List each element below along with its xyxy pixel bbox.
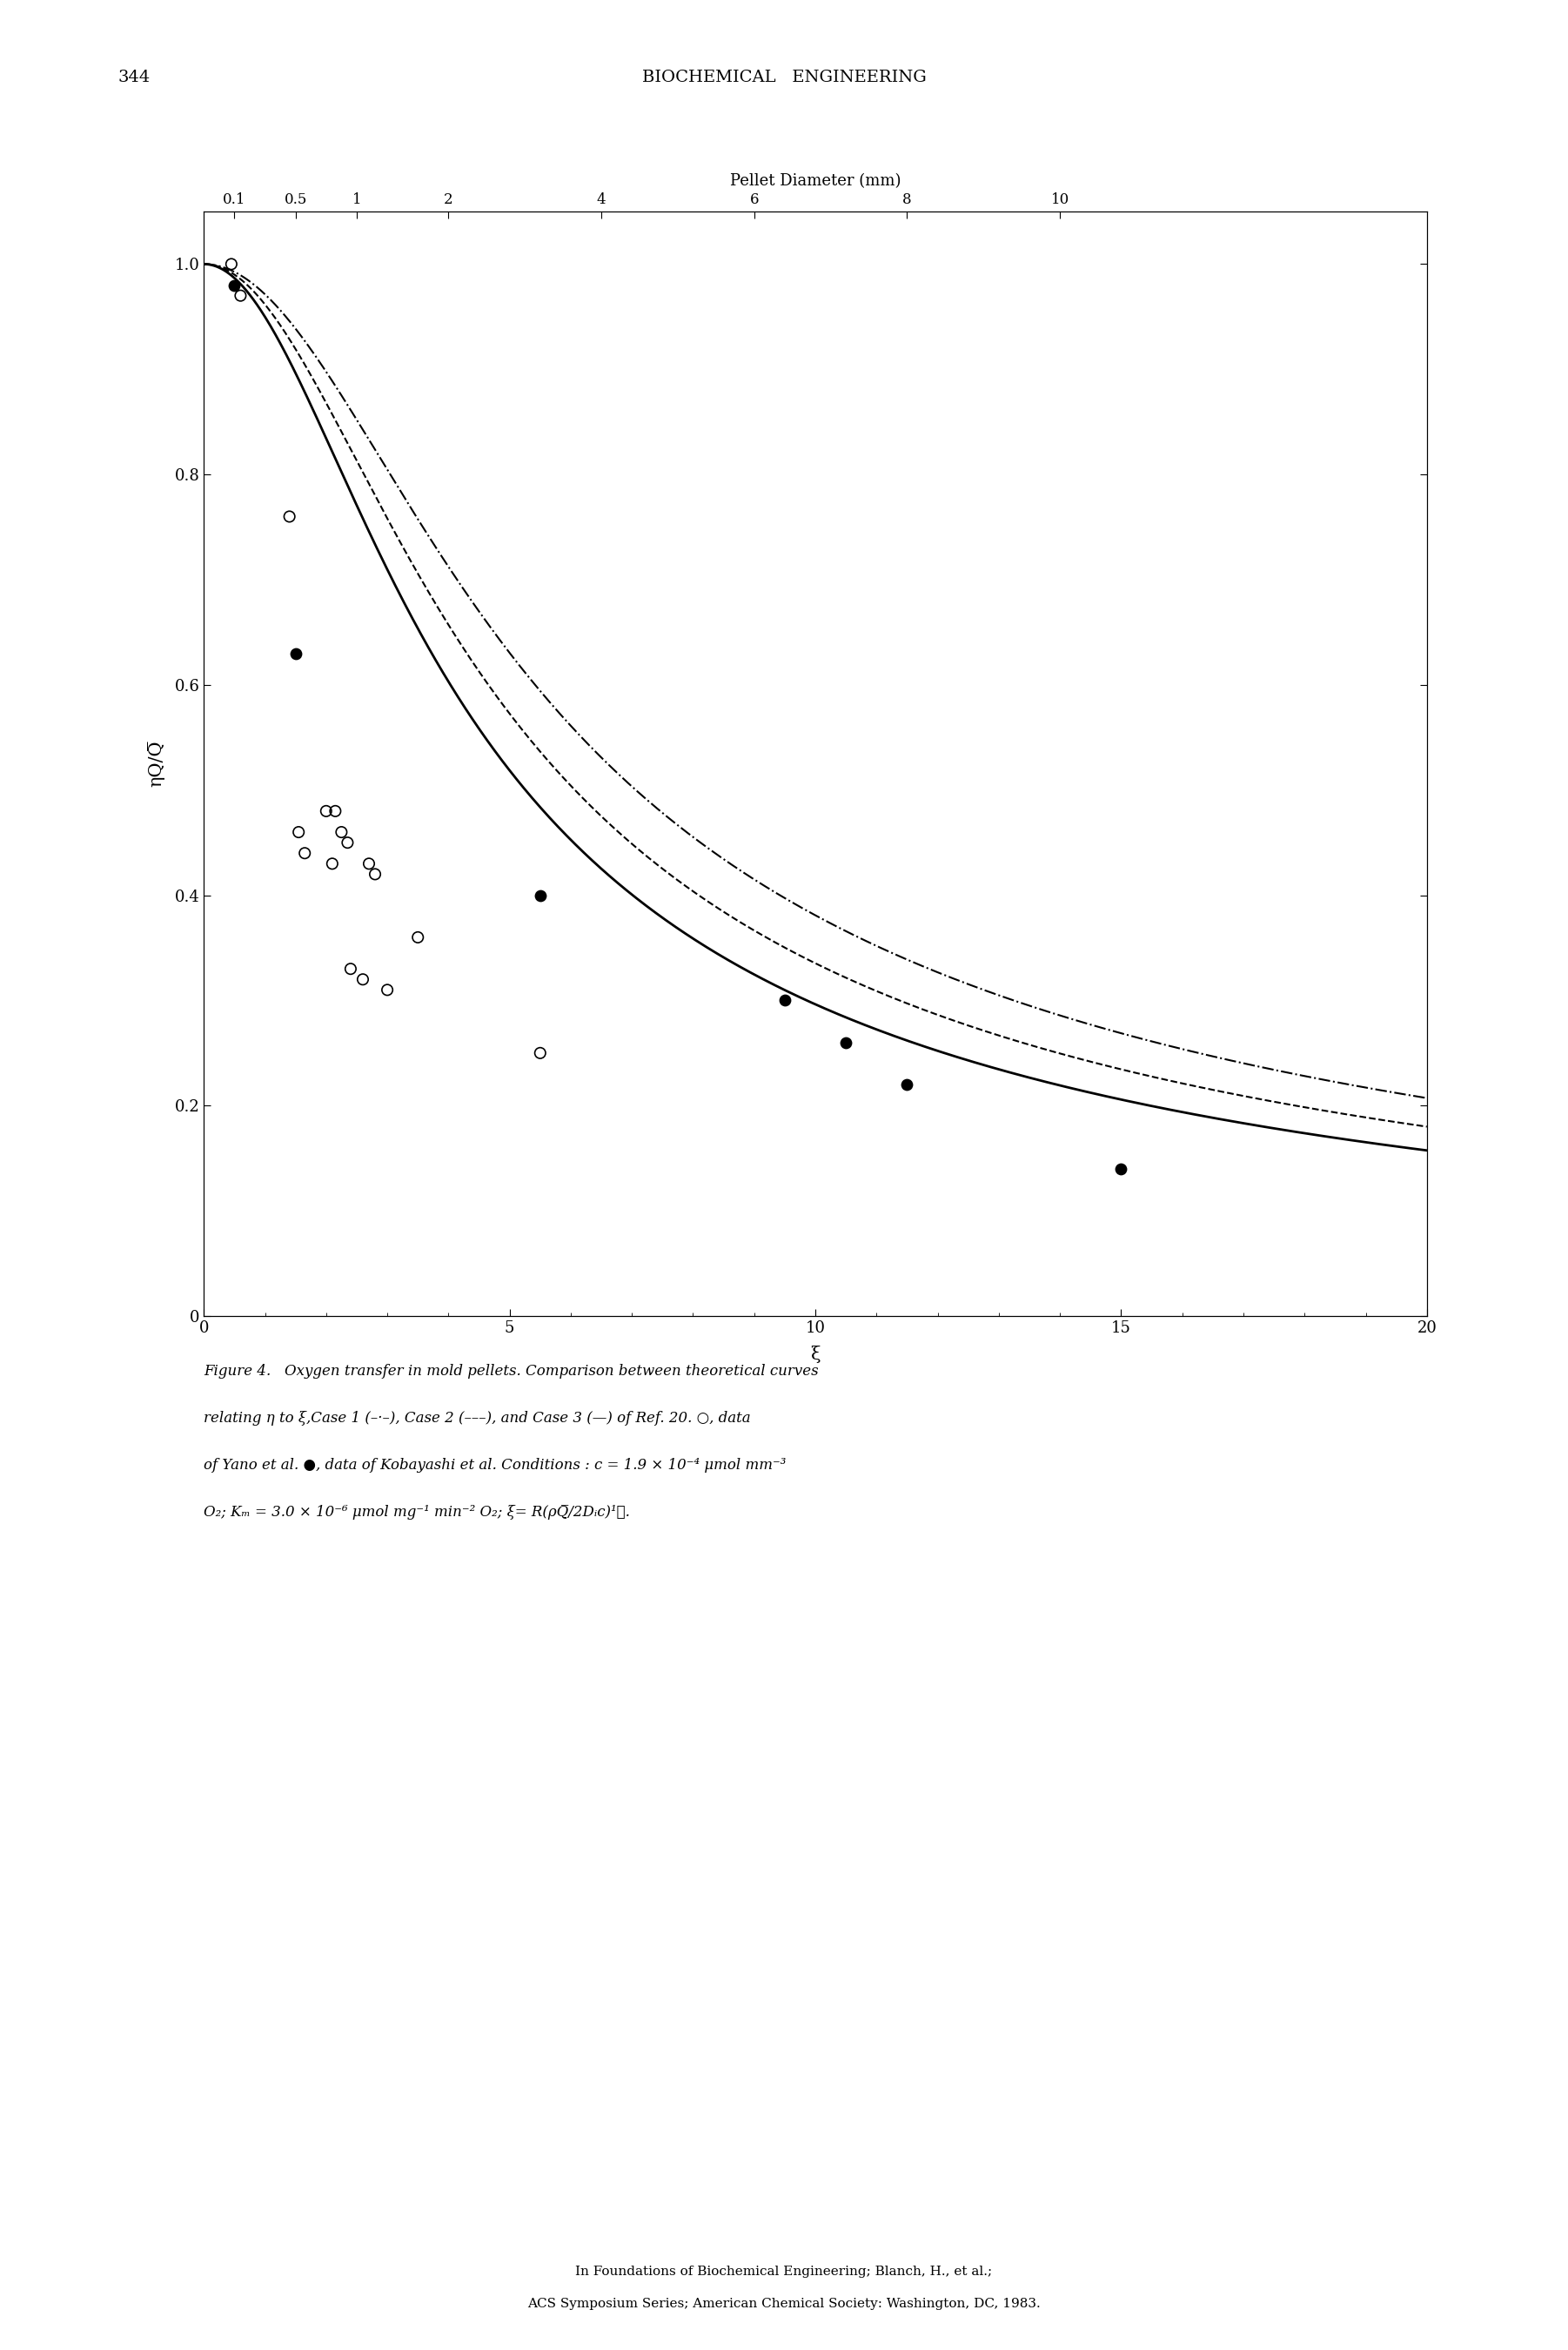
Point [336, 825, 361, 862]
Point [773, 982, 798, 1020]
Text: In Foundations of Biochemical Engineering; Blanch, H., et al.;: In Foundations of Biochemical Engineerin… [575, 2265, 993, 2277]
Point [292, 834, 317, 872]
Point [895, 1067, 920, 1104]
Point [284, 634, 309, 672]
X-axis label: Pellet Diameter (mm): Pellet Diameter (mm) [729, 174, 902, 188]
Text: 344: 344 [118, 70, 151, 85]
Point [223, 266, 248, 303]
Point [339, 949, 364, 987]
Text: O₂; Kₘ = 3.0 × 10⁻⁶ μmol mg⁻¹ min⁻² O₂; ξ= R(ρQ̅/2Dᵢc)¹˲.: O₂; Kₘ = 3.0 × 10⁻⁶ μmol mg⁻¹ min⁻² O₂; … [204, 1504, 630, 1518]
Y-axis label: ηQ/Q̅: ηQ/Q̅ [147, 740, 165, 787]
Text: ACS Symposium Series; American Chemical Society: Washington, DC, 1983.: ACS Symposium Series; American Chemical … [527, 2298, 1041, 2310]
Point [320, 846, 345, 884]
Text: Figure 4.   Oxygen transfer in mold pellets. Comparison between theoretical curv: Figure 4. Oxygen transfer in mold pellet… [204, 1363, 818, 1377]
Point [528, 877, 554, 914]
Point [227, 277, 252, 315]
Text: relating η to ξ,Case 1 (–·–), Case 2 (–––), and Case 3 (—) of Ref. 20. ○, data: relating η to ξ,Case 1 (–·–), Case 2 (––… [204, 1410, 751, 1424]
Point [285, 813, 310, 851]
Point [375, 971, 400, 1008]
Point [834, 1025, 859, 1062]
Text: BIOCHEMICAL   ENGINEERING: BIOCHEMICAL ENGINEERING [641, 70, 927, 85]
Point [350, 961, 375, 999]
Point [405, 919, 430, 956]
Point [528, 1034, 554, 1072]
X-axis label: ξ: ξ [811, 1347, 820, 1363]
Text: of Yano et al. ●, data of Kobayashi et al. Conditions : c = 1.9 × 10⁻⁴ μmol mm⁻³: of Yano et al. ●, data of Kobayashi et a… [204, 1457, 786, 1471]
Point [329, 813, 354, 851]
Point [1109, 1149, 1134, 1187]
Point [278, 498, 303, 536]
Point [220, 244, 245, 282]
Point [323, 792, 348, 830]
Point [362, 855, 387, 893]
Point [314, 792, 339, 830]
Point [356, 846, 381, 884]
